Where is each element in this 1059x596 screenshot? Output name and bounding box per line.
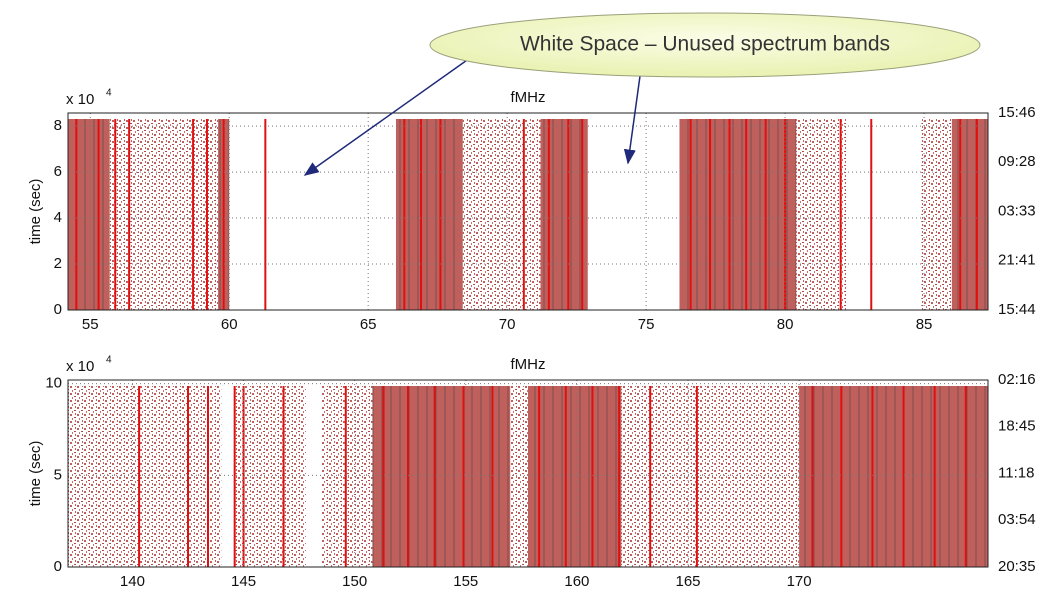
occupied-band	[951, 119, 988, 310]
callout-text: White Space – Unused spectrum bands	[520, 33, 890, 56]
time-label: 15:44	[998, 301, 1036, 318]
x-tick-label: 75	[638, 316, 655, 333]
y-tick-label: 0	[54, 558, 62, 575]
axis-title: fMHz	[511, 356, 546, 373]
occupied-band	[540, 119, 588, 310]
y-tick-label: 5	[54, 466, 62, 483]
y-tick-label: 2	[54, 255, 62, 272]
x-tick-label: 160	[564, 573, 589, 590]
occupied-band	[321, 386, 373, 567]
occupied-band	[799, 386, 988, 567]
occupied-band	[462, 119, 541, 310]
occupied-band	[395, 119, 463, 310]
y-tick-label: 4	[54, 209, 62, 226]
occupied-band	[234, 386, 306, 567]
x-tick-label: 80	[777, 316, 794, 333]
y-axis-label: time (sec)	[27, 441, 44, 507]
occupied-band	[109, 119, 219, 310]
x-tick-label: 145	[231, 573, 256, 590]
occupied-band	[68, 386, 222, 567]
x-tick-label: 150	[342, 573, 367, 590]
axis-title: fMHz	[511, 89, 546, 106]
occupied-band	[679, 119, 797, 310]
time-label: 02:16	[998, 371, 1036, 388]
y-multiplier-exp: 4	[106, 88, 112, 99]
time-label: 18:45	[998, 418, 1036, 435]
occupied-band	[921, 119, 952, 310]
callout-bubble	[429, 12, 981, 78]
time-label: 15:46	[998, 104, 1036, 121]
y-tick-label: 6	[54, 163, 62, 180]
y-multiplier: x 10	[66, 358, 94, 375]
arrow	[303, 57, 471, 176]
plot-frame	[67, 112, 989, 311]
time-label: 03:54	[998, 511, 1036, 528]
x-tick-label: 165	[675, 573, 700, 590]
y-tick-label: 8	[54, 117, 62, 134]
occupied-band	[372, 386, 511, 567]
x-tick-label: 85	[916, 316, 933, 333]
arrow	[623, 75, 641, 165]
y-tick-label: 10	[45, 375, 62, 392]
x-tick-label: 65	[360, 316, 377, 333]
y-multiplier: x 10	[66, 91, 94, 108]
occupied-band	[714, 386, 800, 567]
occupied-band	[796, 119, 847, 310]
x-tick-label: 60	[221, 316, 238, 333]
y-axis-label: time (sec)	[27, 179, 44, 245]
x-tick-label: 70	[499, 316, 516, 333]
x-tick-label: 155	[453, 573, 478, 590]
time-label: 20:35	[998, 558, 1036, 575]
y-tick-label: 0	[54, 301, 62, 318]
time-label: 21:41	[998, 252, 1036, 269]
plot-frame	[67, 379, 989, 568]
x-tick-label: 55	[82, 316, 99, 333]
time-label: 11:18	[998, 464, 1034, 481]
x-tick-label: 170	[787, 573, 812, 590]
y-multiplier-exp: 4	[106, 355, 112, 366]
x-tick-label: 140	[120, 573, 145, 590]
occupied-band	[68, 119, 110, 310]
occupied-band	[528, 386, 622, 567]
occupied-band	[621, 386, 715, 567]
time-label: 09:28	[998, 153, 1036, 170]
time-label: 03:33	[998, 202, 1036, 219]
